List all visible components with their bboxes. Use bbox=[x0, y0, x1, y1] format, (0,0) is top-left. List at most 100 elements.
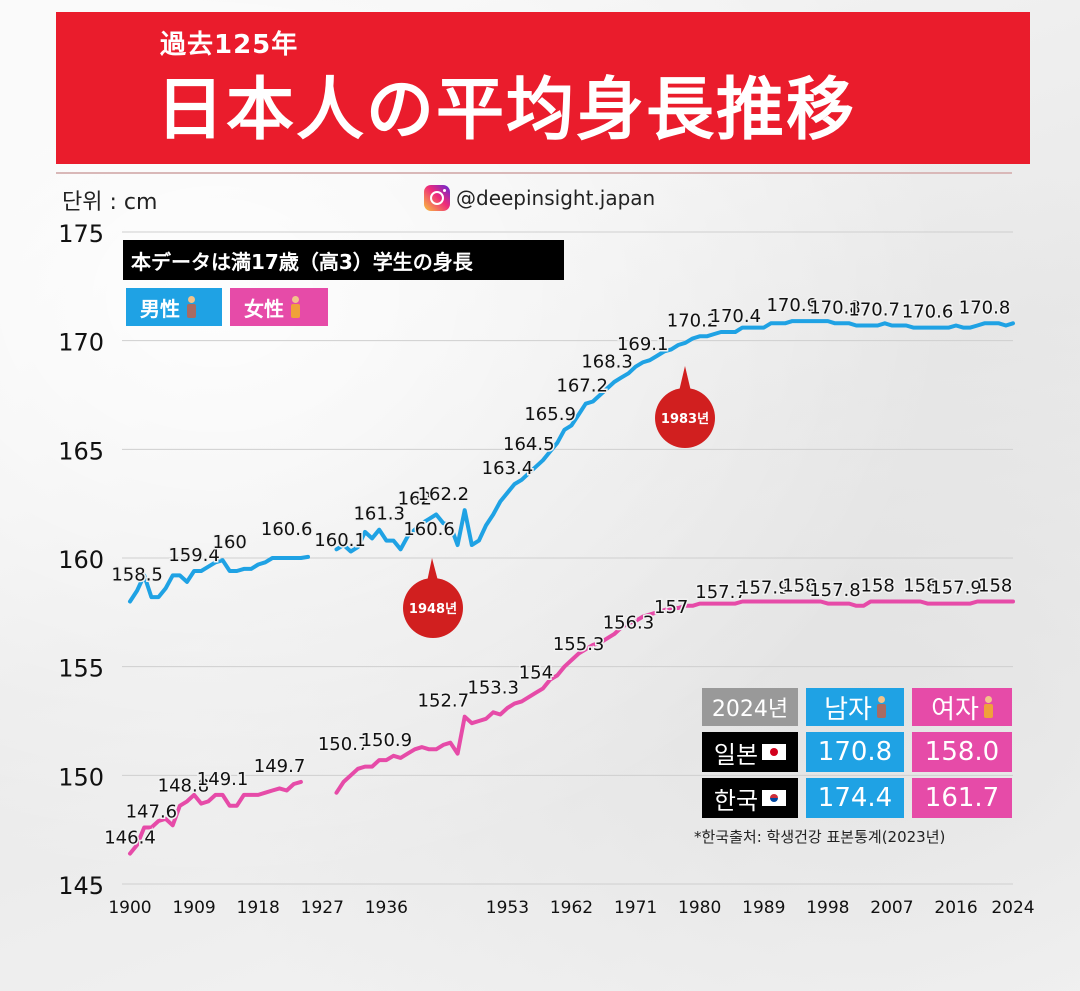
comparison-korea-female: 161.7 bbox=[912, 778, 1012, 818]
y-tick-label: 160 bbox=[58, 546, 104, 574]
legend-male-label: 男性 bbox=[140, 296, 180, 321]
instagram-handle: @deepinsight.japan bbox=[424, 184, 655, 212]
legend-female-label: 女性 bbox=[244, 296, 284, 321]
country-name: 한국 bbox=[713, 786, 759, 815]
data-label-female: 157.9 bbox=[738, 578, 790, 599]
data-label-male: 164.5 bbox=[503, 434, 555, 455]
data-label-female: 157.8 bbox=[809, 580, 861, 601]
data-label-female: 147.6 bbox=[126, 801, 178, 822]
data-label-female: 152.7 bbox=[418, 691, 470, 712]
data-label-male: 162 bbox=[398, 489, 432, 510]
data-label-female: 153.3 bbox=[467, 678, 519, 699]
data-label-female: 158 bbox=[978, 575, 1012, 596]
legend-male: 男性 bbox=[126, 288, 222, 326]
series-line-female bbox=[128, 779, 303, 856]
male-person-icon bbox=[186, 296, 196, 318]
y-tick-label: 175 bbox=[58, 220, 104, 248]
data-label-female: 148.8 bbox=[158, 775, 210, 796]
data-label-male: 168.3 bbox=[581, 352, 633, 373]
legend-female: 女性 bbox=[230, 288, 328, 326]
data-label-female: 149.1 bbox=[197, 769, 249, 790]
data-label-male: 170.7 bbox=[848, 299, 900, 320]
marker-1948-bubble bbox=[403, 578, 463, 638]
comparison-row-korea-country: 한국 bbox=[702, 778, 798, 818]
y-tick-label: 170 bbox=[58, 329, 104, 357]
comparison-japan-female: 158.0 bbox=[912, 732, 1012, 772]
data-label-male: 160.6 bbox=[261, 519, 313, 540]
data-label-male: 162.2 bbox=[418, 484, 470, 505]
x-tick-label: 1936 bbox=[365, 898, 408, 918]
data-label-male: 158.5 bbox=[111, 565, 163, 586]
page-title: 日本人の平均身長推移 bbox=[156, 71, 857, 150]
source-note: *한국출처: 학생건강 표본통계(2023년) bbox=[694, 828, 946, 846]
x-tick-label: 1918 bbox=[237, 898, 280, 918]
x-tick-label: 1962 bbox=[550, 898, 593, 918]
comparison-male-header: 남자 bbox=[806, 688, 904, 726]
marker-1983-label: 1983년 bbox=[661, 412, 709, 427]
data-label-male: 170.2 bbox=[667, 310, 719, 331]
data-label-male: 170.8 bbox=[959, 297, 1011, 318]
x-tick-label: 2016 bbox=[934, 898, 977, 918]
marker-1983-bubble bbox=[655, 388, 715, 448]
data-note: 本データは満17歳（高3）学生の身長 bbox=[123, 240, 564, 280]
data-label-female: 157.7 bbox=[695, 582, 747, 603]
data-label-female: 156.3 bbox=[603, 612, 655, 633]
data-label-female: 154 bbox=[519, 662, 553, 683]
divider bbox=[56, 172, 1012, 174]
x-tick-label: 1927 bbox=[301, 898, 344, 918]
data-label-female: 149.7 bbox=[254, 756, 306, 777]
flag-japan-icon bbox=[762, 744, 787, 760]
data-label-male: 160.1 bbox=[314, 530, 366, 551]
data-label-male: 170.4 bbox=[710, 306, 762, 327]
y-tick-label: 150 bbox=[58, 763, 104, 791]
data-label-male: 170.8 bbox=[809, 297, 861, 318]
data-label-female: 155.3 bbox=[553, 634, 605, 655]
x-tick-label: 2024 bbox=[991, 898, 1034, 918]
data-label-male: 161.3 bbox=[353, 504, 405, 525]
data-label-female: 146.4 bbox=[104, 828, 156, 849]
marker-1948-label: 1948년 bbox=[409, 602, 457, 617]
data-label-male: 163.4 bbox=[482, 458, 534, 479]
data-label-male: 165.9 bbox=[524, 404, 576, 425]
y-tick-label: 155 bbox=[58, 655, 104, 683]
data-label-female: 150.9 bbox=[361, 730, 413, 751]
data-label-female: 157.9 bbox=[930, 578, 982, 599]
x-tick-label: 1953 bbox=[486, 898, 529, 918]
flag-korea-icon bbox=[762, 790, 787, 806]
data-label-male: 160.6 bbox=[403, 519, 455, 540]
x-tick-label: 2007 bbox=[870, 898, 913, 918]
data-label-female: 157 bbox=[654, 597, 688, 618]
title-banner bbox=[56, 12, 1030, 164]
data-label-male: 170.9 bbox=[766, 295, 818, 316]
series-line-male bbox=[334, 319, 1015, 554]
comparison-row-japan-country: 일본 bbox=[702, 732, 798, 772]
x-tick-label: 1980 bbox=[678, 898, 721, 918]
data-label-male: 170.6 bbox=[902, 302, 954, 323]
series-line-female bbox=[334, 599, 1015, 795]
comparison-male-header-text: 남자 bbox=[824, 694, 872, 725]
data-label-male: 167.2 bbox=[556, 376, 608, 397]
x-tick-label: 1971 bbox=[614, 898, 657, 918]
x-tick-label: 1989 bbox=[742, 898, 785, 918]
x-tick-label: 1998 bbox=[806, 898, 849, 918]
data-label-female: 158 bbox=[861, 575, 895, 596]
comparison-year-header: 2024년 bbox=[702, 688, 798, 726]
y-tick-label: 145 bbox=[58, 872, 104, 900]
instagram-handle-text: @deepinsight.japan bbox=[456, 186, 656, 210]
comparison-japan-male: 170.8 bbox=[806, 732, 904, 772]
series-layer bbox=[128, 319, 1015, 856]
data-label-male: 169.1 bbox=[617, 334, 669, 355]
comparison-korea-male: 174.4 bbox=[806, 778, 904, 818]
marker-1983: 1983년 bbox=[655, 366, 715, 448]
instagram-icon bbox=[424, 185, 450, 211]
data-label-male: 160 bbox=[213, 532, 247, 553]
label-layer: 158.5159.4160160.6160.1161.3162162.2160.… bbox=[103, 294, 1014, 850]
data-label-female: 158 bbox=[903, 575, 937, 596]
y-tick-label: 165 bbox=[58, 437, 104, 465]
male-person-icon bbox=[876, 696, 886, 718]
data-label-male: 159.4 bbox=[168, 545, 220, 566]
female-person-icon bbox=[290, 296, 300, 318]
axis-layer: 145 150 155 160 165 170 175 1900 1909 1918 1927 193… bbox=[58, 220, 1034, 918]
